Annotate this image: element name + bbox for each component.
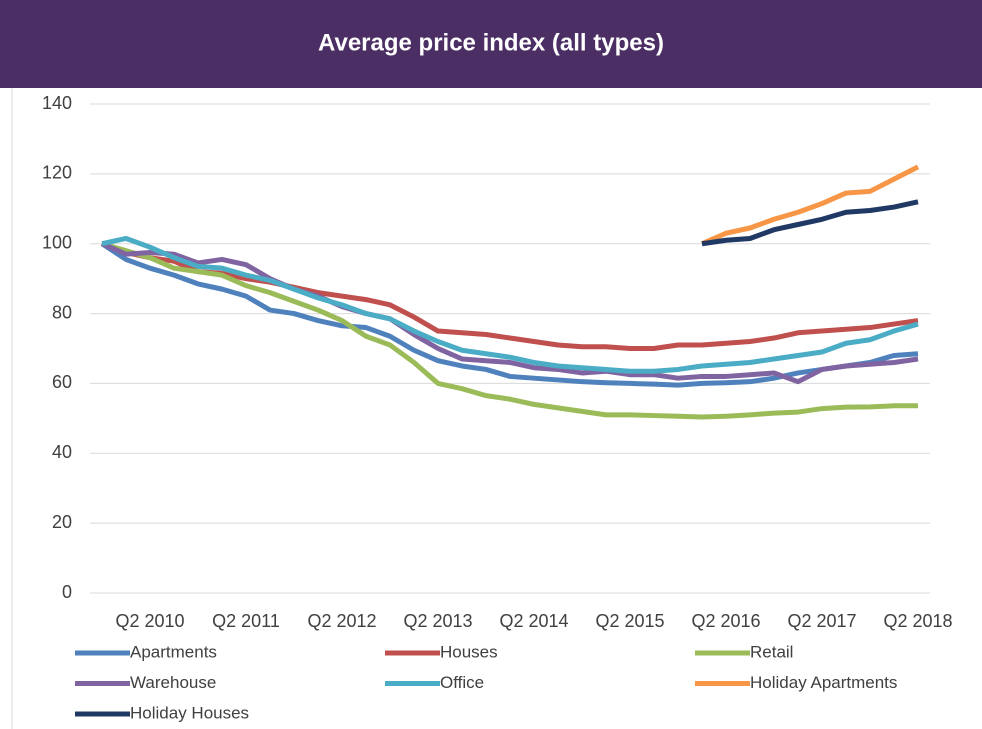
legend-label: Houses <box>440 642 498 661</box>
legend-label: Holiday Houses <box>130 703 249 722</box>
y-tick-label: 100 <box>42 232 72 252</box>
y-tick-label: 20 <box>52 512 72 532</box>
x-tick-label: Q2 2015 <box>595 611 664 631</box>
y-tick-label: 0 <box>62 582 72 602</box>
title-banner <box>0 0 982 88</box>
y-tick-label: 60 <box>52 372 72 392</box>
y-tick-label: 120 <box>42 163 72 183</box>
x-tick-label: Q2 2010 <box>115 611 184 631</box>
series-line <box>700 164 920 247</box>
x-tick-label: Q2 2016 <box>691 611 760 631</box>
x-tick-label: Q2 2017 <box>787 611 856 631</box>
series-line <box>100 241 919 385</box>
legend-label: Office <box>440 673 484 692</box>
y-tick-label: 80 <box>52 302 72 322</box>
chart-title: Average price index (all types) <box>318 29 664 56</box>
y-tick-label: 140 <box>42 93 72 113</box>
legend-label: Holiday Apartments <box>750 673 897 692</box>
x-tick-label: Q2 2018 <box>883 611 952 631</box>
series-line <box>101 235 919 374</box>
series-line <box>701 199 919 247</box>
legend-label: Warehouse <box>130 673 216 692</box>
series-line <box>101 241 918 420</box>
legend-label: Retail <box>750 642 793 661</box>
x-tick-label: Q2 2014 <box>499 611 568 631</box>
x-tick-label: Q2 2011 <box>212 611 280 631</box>
series-line <box>101 241 919 351</box>
legend-label: Apartments <box>130 642 217 661</box>
y-tick-label: 40 <box>52 442 72 462</box>
x-tick-label: Q2 2013 <box>403 611 472 631</box>
x-tick-label: Q2 2012 <box>307 611 376 631</box>
